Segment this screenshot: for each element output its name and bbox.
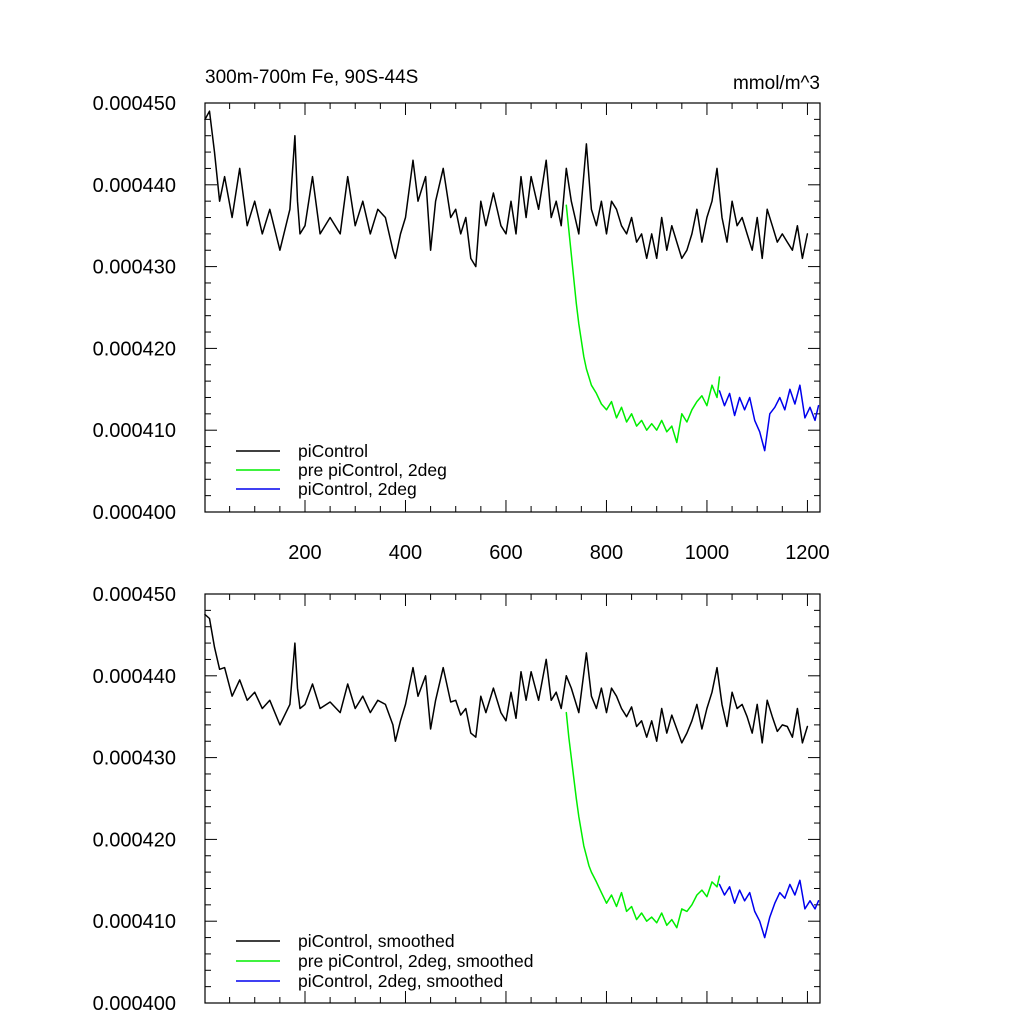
panel-2-legend-label: piControl, 2deg, smoothed [298, 971, 503, 991]
panel-1-y-tick-label: 0.000440 [93, 175, 176, 197]
panel-1-x-tick-label: 1200 [785, 542, 830, 564]
panel-2-series-picontrol-2deg-smoothed [718, 879, 820, 939]
panel-1-series-picontrol [204, 110, 809, 268]
panel-1-series-picontrol-2deg [718, 384, 820, 452]
panel-1-x-tick-label: 1000 [685, 542, 730, 564]
panel-2-plot-frame [204, 593, 821, 1004]
panel-2-series-picontrol-smoothed [204, 613, 809, 744]
panel-2-legend-label: piControl, smoothed [298, 931, 455, 951]
panel-2-y-tick-label: 0.000410 [93, 911, 176, 933]
panel-1-y-tick-label: 0.000450 [93, 93, 176, 115]
panel-2-y-tick-label: 0.000450 [93, 584, 176, 606]
panel-2-y-tick-label: 0.000400 [93, 993, 176, 1015]
panel-1-y-tick-label: 0.000430 [93, 257, 176, 279]
panel-1-series-pre-picontrol-2deg [565, 204, 721, 444]
panel-2-series-pre-picontrol-2deg-smoothed [565, 711, 721, 929]
panel-2-y-tick-label: 0.000430 [93, 748, 176, 770]
bottom-panel: 0.000400 0.000410 0.000420 0.000430 0.000440… [93, 584, 821, 1015]
panel-1-y-tick-label: 0.000420 [93, 338, 176, 360]
panel-2-y-tick-label: 0.000420 [93, 829, 176, 851]
panel-1-y-tick-label: 0.000400 [93, 502, 176, 524]
panel-1-x-tick-label: 600 [489, 542, 522, 564]
panel-1-x-tick-label: 200 [288, 542, 321, 564]
panel-1-x-tick-label: 400 [389, 542, 422, 564]
top-panel: 200 400 600 800 1000 1200 0.000400 0.000410 0.00… [93, 67, 830, 564]
panel-1-units-label: mmol/m^3 [733, 73, 820, 94]
panel-1-y-tick-label: 0.000410 [93, 420, 176, 442]
panel-1-legend-label: pre piControl, 2deg [298, 460, 447, 480]
panel-2-y-tick-label: 0.000440 [93, 666, 176, 688]
panel-1-x-tick-label: 800 [590, 542, 623, 564]
panel-1-legend-label: piControl, 2deg [298, 479, 417, 499]
panel-1-plot-frame [204, 102, 821, 513]
panel-1-chart-title: 300m-700m Fe, 90S-44S [205, 67, 418, 88]
panel-1-legend-label: piControl [298, 441, 368, 461]
panel-2-legend-label: pre piControl, 2deg, smoothed [298, 951, 533, 971]
